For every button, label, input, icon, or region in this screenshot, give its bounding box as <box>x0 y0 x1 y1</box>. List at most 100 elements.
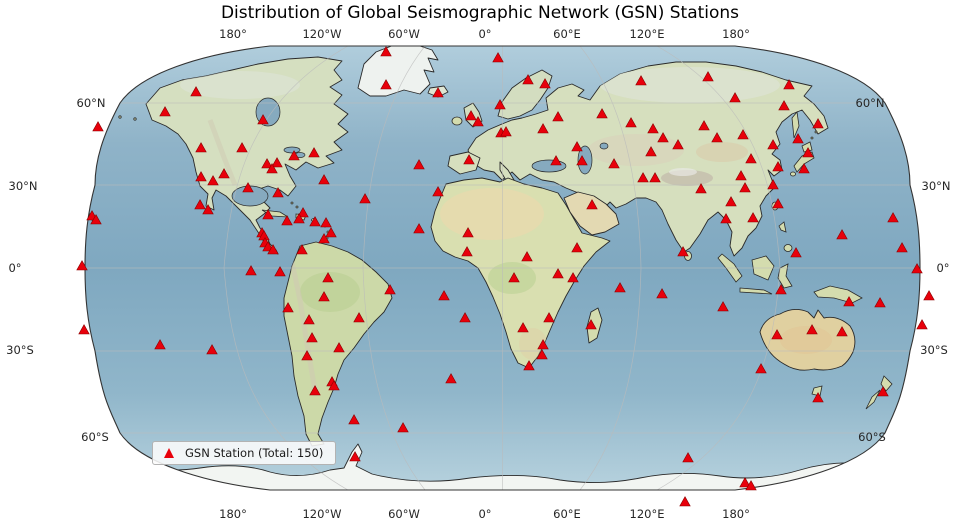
gsn-station-marker <box>348 414 360 425</box>
gsn-station-marker <box>739 182 751 193</box>
gsn-station-marker <box>645 146 657 157</box>
tick-label: 60°S <box>858 430 886 444</box>
gsn-station-marker <box>790 247 802 258</box>
gsn-station-marker <box>413 159 425 170</box>
gsn-station-marker <box>543 312 555 323</box>
gsn-station-marker <box>262 209 274 220</box>
tick-label: 180° <box>219 507 247 521</box>
tick-label: 120°E <box>630 507 665 521</box>
legend-label: GSN Station (Total: 150) <box>185 446 324 460</box>
gsn-station-marker <box>747 212 759 223</box>
gsn-station-marker <box>384 284 396 295</box>
gsn-station-marker <box>320 217 332 228</box>
tick-label: 60°N <box>856 96 885 110</box>
gsn-station-marker <box>236 142 248 153</box>
gsn-station-marker <box>195 171 207 182</box>
gsn-station-marker <box>571 141 583 152</box>
tick-label: 30°N <box>922 179 951 193</box>
gsn-station-marker <box>698 120 710 131</box>
gsn-station-marker <box>798 163 810 174</box>
gsn-station-marker <box>257 114 269 125</box>
gsn-station-marker <box>242 182 254 193</box>
gsn-station-marker <box>916 319 928 330</box>
gsn-station-marker <box>586 199 598 210</box>
gsn-station-marker <box>695 183 707 194</box>
terrain-tints <box>180 67 832 397</box>
gsn-station-marker <box>536 349 548 360</box>
gsn-station-marker <box>380 46 392 57</box>
gsn-station-marker <box>318 291 330 302</box>
gsn-station-marker <box>397 422 409 433</box>
gsn-station-marker <box>297 207 309 218</box>
gsn-station-marker <box>308 147 320 158</box>
gsn-station-marker <box>325 227 337 238</box>
gsn-station-marker <box>608 158 620 169</box>
tick-label: 120°E <box>630 27 665 41</box>
gsn-station-marker <box>767 139 779 150</box>
gsn-station-marker <box>772 161 784 172</box>
tick-label: 120°W <box>302 27 341 41</box>
gsn-station-marker <box>725 196 737 207</box>
gsn-station-marker <box>261 158 273 169</box>
tick-label: 180° <box>722 507 750 521</box>
tick-label: 0° <box>8 261 21 275</box>
gsn-station-marker <box>711 132 723 143</box>
gsn-station-marker <box>333 342 345 353</box>
gsn-station-marker <box>720 213 732 224</box>
gsn-station-marker <box>739 477 751 488</box>
gsn-station-marker <box>202 204 214 215</box>
gsn-station-marker <box>207 175 219 186</box>
gsn-station-marker <box>463 154 475 165</box>
map-title: Distribution of Global Seismographic Net… <box>220 3 740 23</box>
gsn-station-marker <box>656 288 668 299</box>
gsn-station-marker <box>274 266 286 277</box>
gsn-station-marker <box>432 186 444 197</box>
gsn-station-marker <box>812 118 824 129</box>
gsn-station-marker <box>806 324 818 335</box>
gsn-station-marker <box>767 179 779 190</box>
gsn-station-marker <box>843 296 855 307</box>
gsn-station-marker <box>271 157 283 168</box>
gsn-station-marker <box>812 392 824 403</box>
gsn-station-marker <box>567 272 579 283</box>
gsn-station-marker <box>649 172 661 183</box>
gsn-station-marker <box>778 100 790 111</box>
gsn-station-marker <box>802 147 814 158</box>
tick-label: 60°E <box>553 507 581 521</box>
gsn-station-marker <box>657 132 669 143</box>
gsn-station-marker <box>296 244 308 255</box>
gsn-station-marker <box>537 339 549 350</box>
stations-layer <box>76 46 935 507</box>
gsn-station-marker <box>318 233 330 244</box>
gsn-station-marker <box>585 319 597 330</box>
gsn-station-marker <box>682 452 694 463</box>
tick-label: 180° <box>219 27 247 41</box>
gsn-station-marker <box>301 350 313 361</box>
gsn-station-marker <box>78 324 90 335</box>
tick-label: 30°S <box>920 343 948 357</box>
gsn-station-marker <box>571 242 583 253</box>
gsn-station-marker <box>523 360 535 371</box>
gsn-station-marker <box>887 212 899 223</box>
gsn-station-marker <box>576 155 588 166</box>
gsn-station-marker <box>911 263 923 274</box>
gsn-station-marker <box>154 339 166 350</box>
gsn-station-marker <box>465 110 477 121</box>
gsn-station-marker <box>267 244 279 255</box>
gsn-station-marker <box>596 108 608 119</box>
gsn-station-marker <box>792 133 804 144</box>
gsn-station-marker <box>195 142 207 153</box>
gsn-station-marker <box>245 265 257 276</box>
gsn-station-marker <box>717 301 729 312</box>
tick-label: 180° <box>722 27 750 41</box>
gsn-station-marker <box>614 282 626 293</box>
gsn-station-marker <box>539 78 551 89</box>
tick-label: 60°E <box>553 27 581 41</box>
gsn-station-marker <box>836 326 848 337</box>
gsn-station-marker <box>729 92 741 103</box>
gsn-station-marker <box>735 170 747 181</box>
tick-label: 30°N <box>9 179 38 193</box>
gsn-station-marker <box>303 314 315 325</box>
gsn-station-marker <box>771 329 783 340</box>
